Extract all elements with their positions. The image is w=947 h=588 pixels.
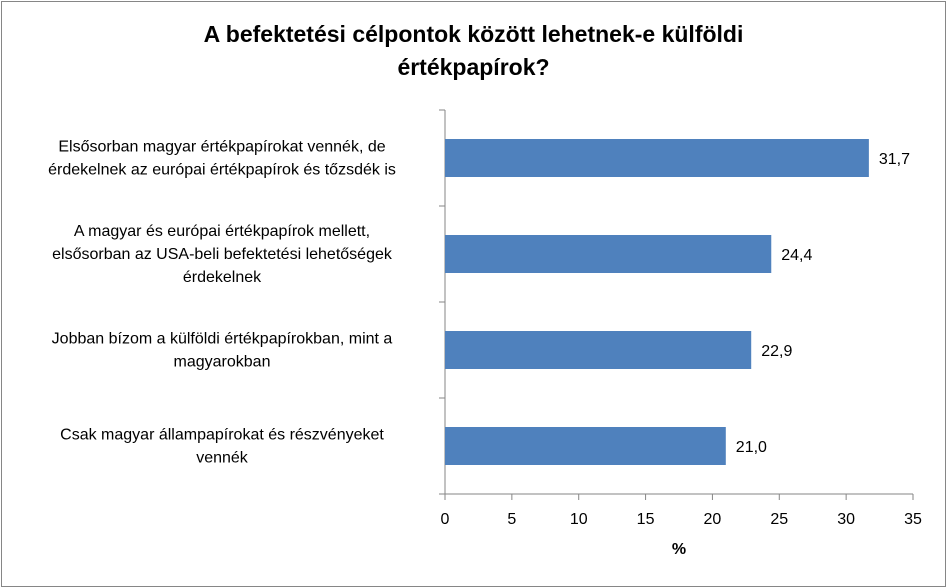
category-label: Csak magyar állampapírokat és részvények…	[60, 427, 384, 444]
bar	[445, 427, 726, 465]
data-label: 22,9	[761, 343, 792, 360]
x-tick-label: 5	[507, 511, 516, 528]
category-label: érdekelnek	[183, 269, 262, 286]
chart-title-line-2: értékpapírok?	[397, 54, 550, 80]
x-axis-title: %	[672, 541, 686, 558]
category-label: vennék	[196, 450, 249, 467]
category-label: magyarokban	[174, 354, 271, 371]
category-label: érdekelnek az európai értékpapírok és tő…	[48, 162, 396, 179]
x-tick-label: 0	[441, 511, 450, 528]
data-label: 21,0	[736, 439, 767, 456]
category-label: Elsősorban magyar értékpapírokat vennék,…	[58, 139, 385, 156]
data-label: 24,4	[781, 247, 812, 264]
category-label: elsősorban az USA-beli befektetési lehet…	[52, 246, 393, 263]
x-tick-label: 10	[570, 511, 588, 528]
x-tick-label: 15	[637, 511, 655, 528]
bar	[445, 139, 869, 177]
bar	[445, 331, 752, 369]
category-label: Jobban bízom a külföldi értékpapírokban,…	[52, 331, 393, 348]
chart-title: A befektetési célpontok között lehetnek-…	[0, 18, 947, 84]
chart-title-line-1: A befektetési célpontok között lehetnek-…	[203, 21, 744, 47]
x-tick-label: 30	[837, 511, 855, 528]
category-label: A magyar és európai értékpapírok mellett…	[74, 223, 370, 240]
x-tick-label: 25	[770, 511, 788, 528]
data-label: 31,7	[879, 151, 910, 168]
bar	[445, 235, 772, 273]
x-tick-label: 35	[904, 511, 922, 528]
x-tick-label: 20	[704, 511, 722, 528]
